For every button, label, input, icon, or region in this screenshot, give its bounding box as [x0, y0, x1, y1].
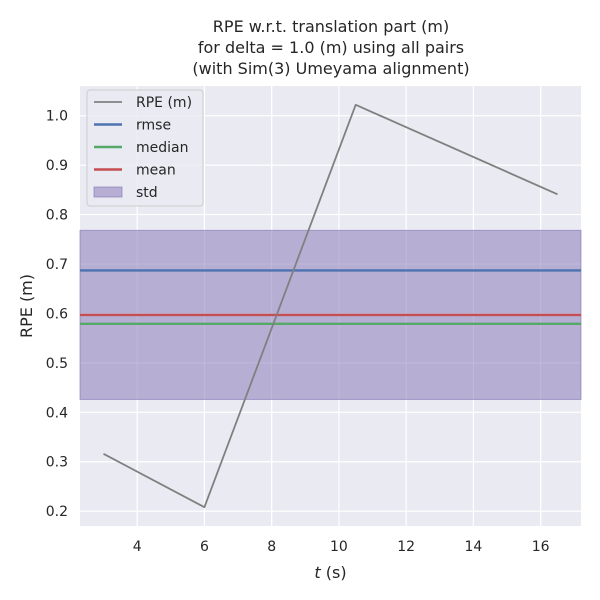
- x-tick-label: 8: [267, 539, 276, 555]
- y-tick-label: 0.5: [46, 356, 68, 372]
- rpe-series-line: [103, 103, 558, 509]
- x-tick-label: 6: [200, 539, 209, 555]
- legend-label-rpe: RPE (m): [136, 95, 192, 111]
- x-axis-label-unit: (s): [321, 563, 347, 582]
- legend-box: [86, 89, 204, 207]
- y-tick-label: 1.0: [46, 109, 68, 125]
- y-tick-label: 0.3: [46, 455, 68, 471]
- y-tick-label: 0.2: [46, 504, 68, 520]
- x-tick-label: 4: [133, 539, 142, 555]
- series-layer: [103, 103, 558, 509]
- legend-label-median: median: [136, 140, 188, 156]
- legend-swatch-std: [93, 186, 123, 198]
- x-axis-label: t (s): [314, 563, 346, 582]
- x-tick-labels: 4 6 8 10 12 14 16: [133, 539, 550, 555]
- y-tick-labels: 0.2 0.3 0.4 0.5 0.6 0.7 0.8 0.9 1.0: [46, 109, 68, 521]
- x-tick-label: 10: [330, 539, 348, 555]
- legend-label-rmse: rmse: [136, 118, 171, 134]
- x-axis-label-variable: t: [314, 563, 321, 582]
- y-tick-label: 0.6: [46, 306, 68, 322]
- x-tick-label: 12: [397, 539, 415, 555]
- title-line-3: (with Sim(3) Umeyama alignment): [192, 59, 469, 78]
- y-tick-label: 0.8: [46, 208, 68, 224]
- legend-label-mean: mean: [136, 163, 176, 179]
- title-line-1: RPE w.r.t. translation part (m): [213, 17, 449, 36]
- y-tick-label: 0.4: [46, 405, 68, 421]
- y-axis-label: RPE (m): [17, 274, 36, 338]
- y-tick-label: 0.9: [46, 158, 68, 174]
- stat-lines-layer: [80, 269, 581, 325]
- chart-title: RPE w.r.t. translation part (m) for delt…: [192, 17, 469, 78]
- legend: RPE (m) rmse median mean std: [86, 89, 204, 207]
- legend-label-std: std: [136, 185, 158, 201]
- y-tick-label: 0.7: [46, 257, 68, 273]
- x-tick-label: 16: [532, 539, 550, 555]
- x-tick-label: 14: [464, 539, 482, 555]
- title-line-2: for delta = 1.0 (m) using all pairs: [198, 38, 464, 57]
